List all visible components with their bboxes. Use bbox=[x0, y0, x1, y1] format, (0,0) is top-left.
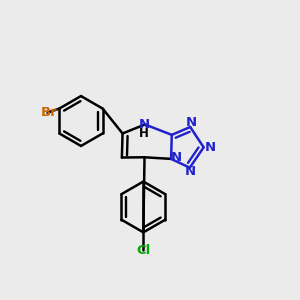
Text: H: H bbox=[139, 127, 149, 140]
Text: N: N bbox=[186, 116, 197, 129]
Text: Br: Br bbox=[40, 106, 57, 119]
Text: Cl: Cl bbox=[136, 244, 151, 257]
Text: N: N bbox=[185, 165, 196, 178]
Text: N: N bbox=[205, 141, 216, 154]
Text: N: N bbox=[171, 151, 182, 164]
Text: N: N bbox=[138, 118, 149, 131]
